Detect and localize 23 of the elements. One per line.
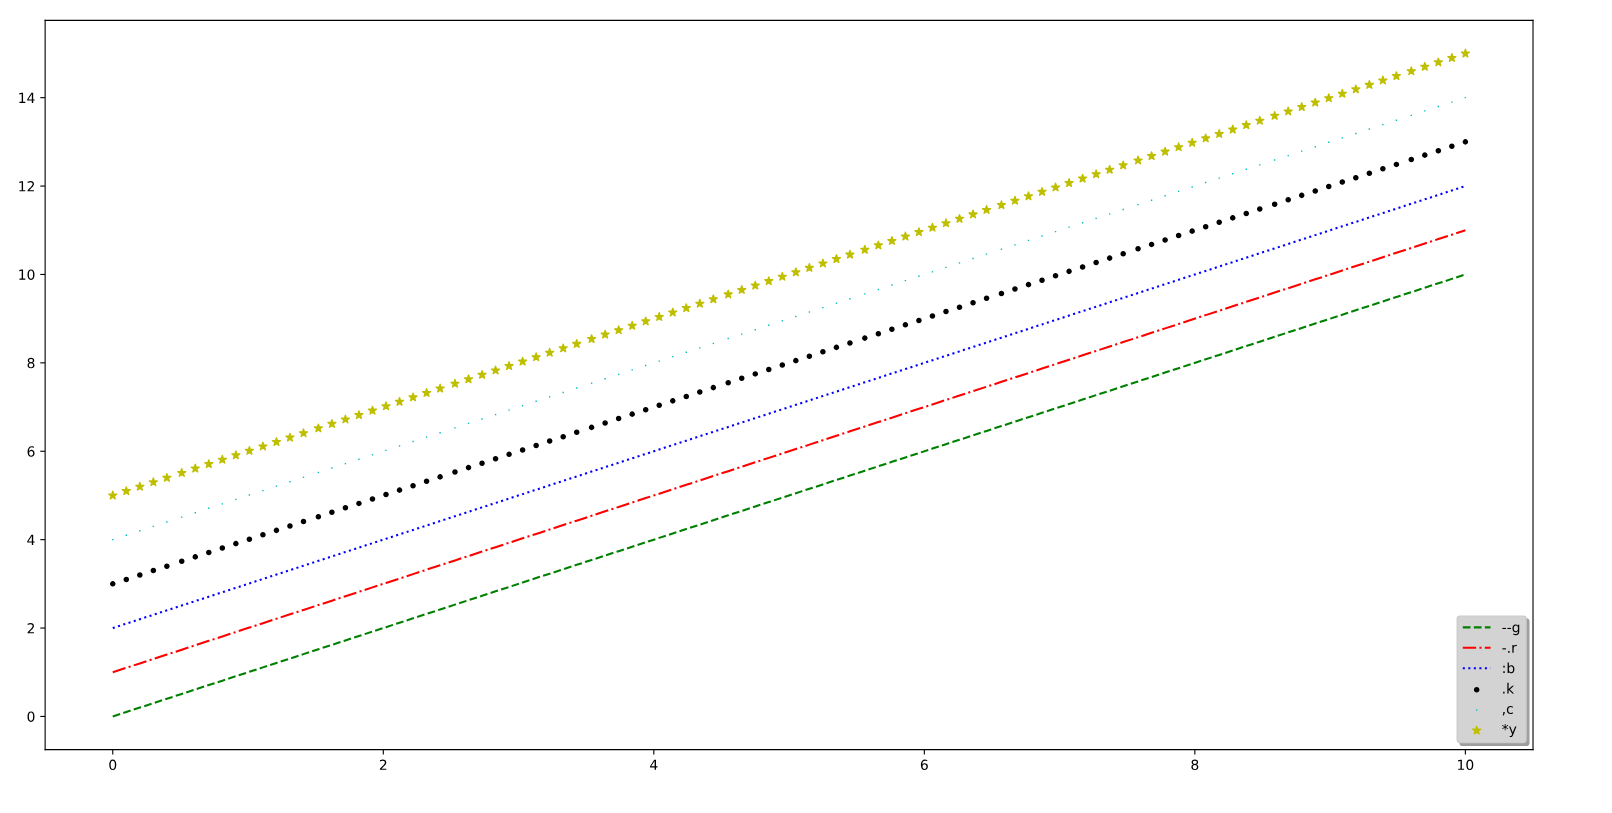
- x-tick-label: 10: [1458, 759, 1474, 771]
- y-tick-label: 8: [27, 357, 35, 369]
- line-series: [111, 229, 1467, 674]
- line-series: [111, 273, 1467, 718]
- x-tick-label: 8: [1191, 759, 1199, 771]
- y-tick-label: 4: [27, 534, 35, 545]
- legend-label: -.r: [1502, 644, 1517, 653]
- y-tick-label: 0: [27, 711, 35, 722]
- x-tick-label: 2: [379, 759, 387, 770]
- legend-label: :b: [1503, 662, 1515, 674]
- legend-label: *y: [1502, 723, 1517, 738]
- legend-label: .k: [1503, 682, 1515, 694]
- x-tick-label: 0: [109, 759, 117, 771]
- legend-label: ,c: [1502, 706, 1513, 716]
- x-tick-label: 4: [650, 759, 658, 770]
- legend-label: --g: [1502, 624, 1520, 636]
- y-tick-label: 6: [27, 446, 35, 457]
- y-tick-label: 10: [19, 269, 35, 280]
- y-tick-label: 2: [27, 623, 35, 634]
- y-tick-label: 14: [19, 92, 35, 103]
- y-tick-label: 12: [19, 181, 35, 192]
- line-series: [111, 185, 1467, 630]
- x-tick-label: 6: [920, 759, 928, 771]
